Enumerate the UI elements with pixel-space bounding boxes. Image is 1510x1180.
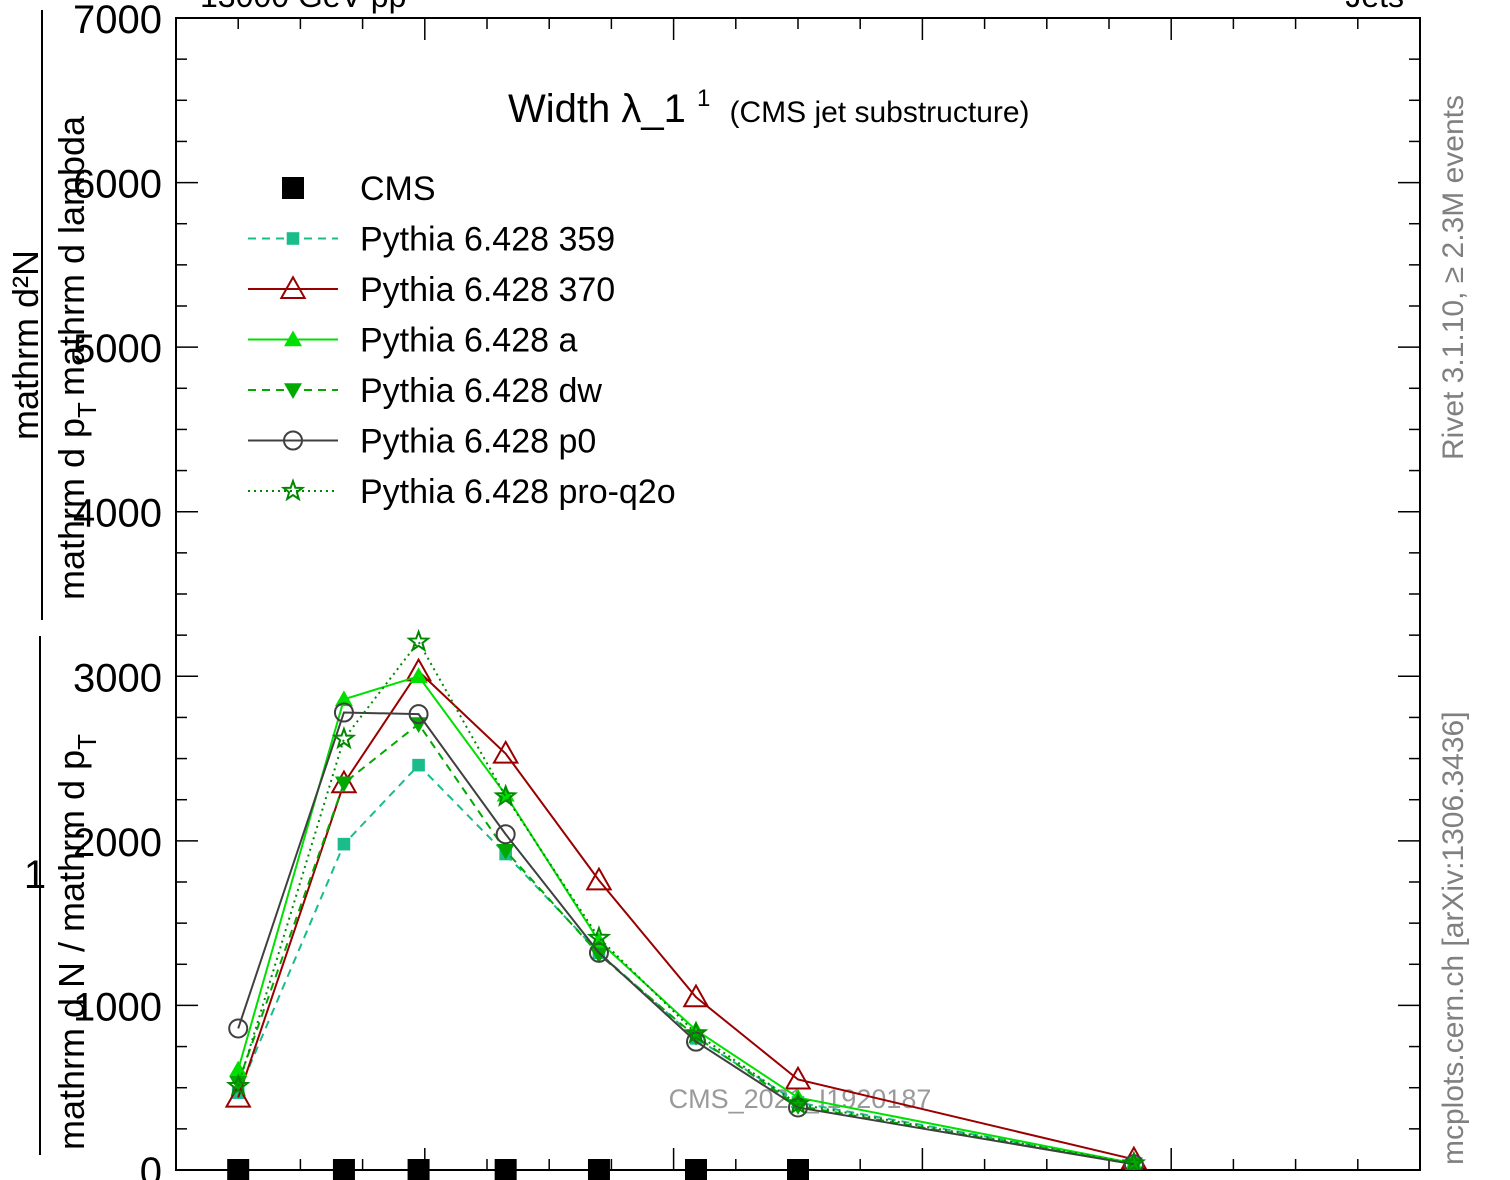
rivet-version: Rivet 3.1.10, ≥ 2.3M events (1437, 95, 1470, 460)
series-point (334, 776, 353, 793)
series-point (224, 1083, 252, 1108)
legend: CMS Pythia 6.428 359 Pythia 6.428 370 Pythi… (248, 170, 676, 511)
series-point (589, 947, 608, 964)
series-point (492, 739, 520, 764)
ylabel-denominator: mathrm d N / mathrm d pT (51, 734, 102, 1150)
series-point (337, 837, 351, 851)
series-point (228, 1018, 249, 1039)
series-point (409, 667, 428, 684)
legend-label: Pythia 6.428 a (360, 322, 577, 360)
legend-label-data: CMS (360, 170, 436, 208)
y-axis-label: 1 mathrm d N / mathrm d pT mathrm d²N ma… (5, 10, 102, 1155)
legend-marker (284, 330, 302, 347)
series-line-3 (237, 675, 1135, 1165)
series-point (685, 1031, 706, 1052)
series-point (493, 783, 518, 807)
series-line-5 (237, 711, 1135, 1166)
series-point (412, 758, 425, 772)
header-left: 13000 GeV pp (200, 0, 406, 15)
data-point (684, 1159, 707, 1180)
mcplots-credit: mcplots.cern.ch [arXiv:1306.3436] (1437, 711, 1470, 1165)
y-tick-label: 7000 (73, 0, 162, 42)
series-point (784, 1065, 812, 1090)
series-point (788, 1097, 808, 1118)
header-right: Jets (1345, 0, 1404, 15)
series-point (585, 866, 613, 891)
series-point (406, 628, 431, 653)
y-tick-label: 6000 (73, 163, 162, 207)
data-point (407, 1159, 430, 1180)
title-main: Width λ_1 (508, 87, 686, 131)
data-point (587, 1159, 610, 1180)
series-line-4 (237, 722, 1135, 1166)
legend-label: Pythia 6.428 pro-q2o (360, 473, 676, 511)
series-point (334, 690, 353, 707)
title-sub: (CMS jet substructure) (729, 96, 1029, 129)
series-point (785, 1091, 811, 1115)
ylabel-one: 1 (24, 853, 46, 897)
series-point (229, 1076, 248, 1092)
series-point (586, 925, 612, 949)
legend-marker (283, 430, 303, 451)
legend-label: Pythia 6.428 359 (360, 221, 615, 259)
series-point (331, 725, 357, 750)
legend-marker-data (282, 177, 304, 199)
legend-marker (280, 478, 306, 502)
y-tick-label: 0 (140, 1150, 162, 1180)
y-tick-label: 4000 (73, 492, 162, 536)
series-point (225, 1073, 251, 1097)
data-point (227, 1159, 250, 1180)
y-tick-label: 5000 (73, 327, 162, 371)
legend-label: Pythia 6.428 dw (360, 372, 602, 410)
y-tick-labels: 0 1000 2000 3000 4000 5000 6000 7000 (73, 0, 162, 1180)
y-tick-label: 1000 (73, 985, 162, 1029)
ylabel-numerator: mathrm d²N (5, 250, 46, 440)
series-point (496, 843, 515, 860)
data-point (332, 1159, 355, 1180)
series-point (588, 942, 609, 963)
series-line-1 (237, 763, 1135, 1165)
title-sup: 1 (697, 85, 710, 112)
data-point (787, 1159, 809, 1180)
legend-marker (286, 232, 300, 245)
svg-text:Width λ_1 1 (CMS j: Width λ_1 1 (CMS jet substructure) (508, 71, 1030, 131)
legend-label: Pythia 6.428 p0 (360, 423, 596, 461)
y-tick-label: 2000 (73, 821, 162, 865)
axis-ticks (175, 17, 1421, 1171)
series-line-2 (237, 669, 1135, 1161)
series-point (333, 702, 354, 723)
ylabel-second-line: mathrm d pTmathrm d lambda (51, 115, 102, 600)
series-point (229, 1060, 248, 1077)
series-point (1121, 1150, 1147, 1170)
chart-title: Width λ_1 1 (CMS jet substructure) (508, 71, 1030, 131)
legend-label: Pythia 6.428 370 (360, 271, 615, 309)
legend-marker (284, 383, 302, 399)
series-point (495, 824, 516, 845)
legend-marker (279, 275, 307, 299)
y-tick-label: 3000 (73, 656, 162, 700)
data-point (494, 1159, 517, 1180)
series-point (683, 1020, 709, 1044)
series-point (408, 704, 429, 725)
series-point (682, 983, 710, 1008)
